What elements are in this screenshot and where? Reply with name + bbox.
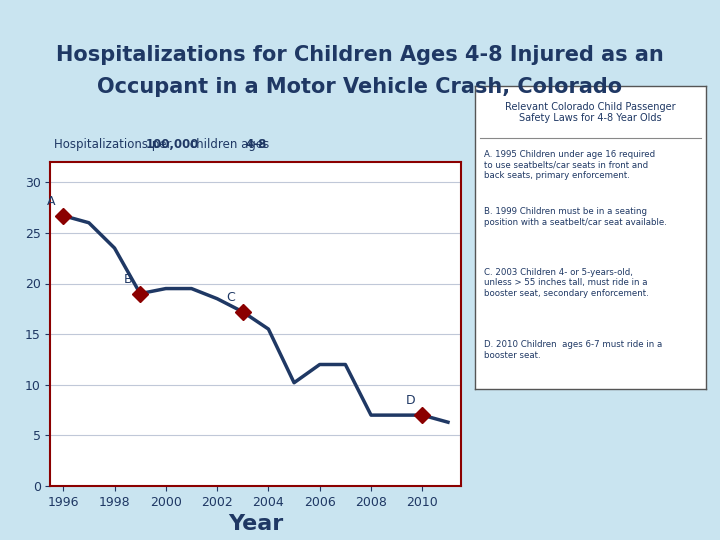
Text: A: A [47, 194, 55, 207]
Text: A. 1995 Children under age 16 required
to use seatbelts/car seats in front and
b: A. 1995 Children under age 16 required t… [485, 150, 655, 180]
Text: 4-8: 4-8 [246, 138, 267, 151]
Text: Occupant in a Motor Vehicle Crash, Colorado: Occupant in a Motor Vehicle Crash, Color… [97, 77, 623, 97]
Text: C: C [226, 291, 235, 303]
Text: D. 2010 Children  ages 6-7 must ride in a
booster seat.: D. 2010 Children ages 6-7 must ride in a… [485, 340, 662, 360]
Text: B. 1999 Children must be in a seating
position with a seatbelt/car seat availabl: B. 1999 Children must be in a seating po… [485, 207, 667, 227]
Text: C. 2003 Children 4- or 5-years-old,
unless > 55 inches tall, must ride in a
boos: C. 2003 Children 4- or 5-years-old, unle… [485, 268, 649, 298]
Text: children ages: children ages [186, 138, 273, 151]
Text: Relevant Colorado Child Passenger
Safety Laws for 4-8 Year Olds: Relevant Colorado Child Passenger Safety… [505, 102, 675, 123]
X-axis label: Year: Year [228, 514, 283, 534]
Text: 100,000: 100,000 [146, 138, 199, 151]
Text: D: D [405, 394, 415, 407]
Text: B: B [124, 273, 132, 286]
Text: Hospitalizations for Children Ages 4-8 Injured as an: Hospitalizations for Children Ages 4-8 I… [56, 45, 664, 65]
Text: Hospitalizations per: Hospitalizations per [54, 138, 175, 151]
